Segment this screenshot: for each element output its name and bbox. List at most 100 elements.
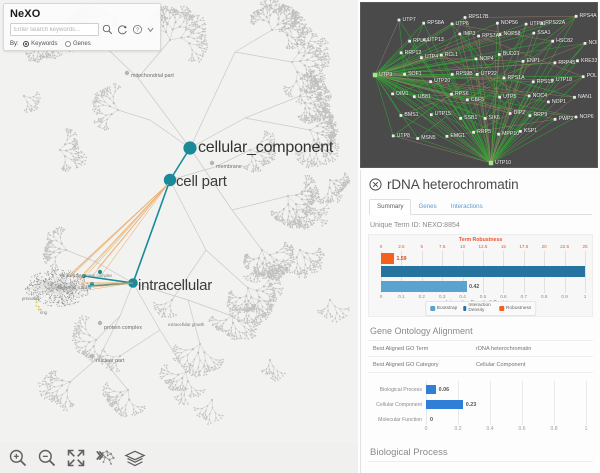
chart2-category-label: Molecular Function (378, 417, 422, 423)
go-row-value: rDNA heterochromatin (476, 345, 532, 352)
fit-selected-network-icon[interactable] (95, 448, 115, 468)
chart1-top-tick: 25 (582, 244, 588, 249)
tab-summary[interactable]: Summary (369, 199, 412, 215)
legend-label-interaction-density: Interaction Density (468, 303, 491, 313)
chart1-top-tick: 5 (420, 244, 424, 249)
legend-label-robustness: Robustness (505, 305, 532, 311)
radio-genes-label: Genes (73, 41, 91, 47)
ontology-tree-canvas[interactable]: cellular_component cell part intracellul… (0, 0, 358, 473)
gridline (522, 381, 523, 425)
chart2-x-tick: 0.8 (550, 426, 558, 432)
chart2-bar (426, 385, 436, 394)
page-title: rDNA heterochromatin (387, 177, 519, 192)
go-alignment-title: Gene Ontology Alignment (370, 326, 473, 336)
search-icon[interactable] (102, 23, 114, 36)
chart1-bottom-tick: 0.4 (459, 294, 466, 299)
chart1-bottom-tick: 0.2 (418, 294, 425, 299)
section-divider (368, 461, 593, 462)
chart2-bar (426, 400, 463, 409)
biological-process-title: Biological Process (370, 447, 448, 458)
chart2-x-tick: 0.4 (486, 426, 494, 432)
radio-genes-dot (64, 41, 71, 47)
chart1-bottom-tick: 0.7 (520, 294, 527, 299)
legend-item-robustness: Robustness (498, 305, 532, 311)
gridline (586, 381, 587, 425)
chart1-bottom-tick: 0.3 (438, 294, 446, 299)
chart2-category-label: Cellular Component (376, 402, 422, 408)
go-category-score-chart: Biological Process Cellular Component Mole… (368, 379, 593, 441)
unique-term-id: Unique Term ID: NEXO:8854 (370, 222, 460, 229)
chart1-bar-value: 0.42 (469, 283, 480, 290)
chart1-bar-interaction-density (381, 266, 585, 277)
search-input[interactable] (10, 23, 99, 36)
search-panel: NeXO ? (3, 3, 161, 51)
chart2-x-tick: 0 (424, 426, 428, 432)
chart1-bar-bootstrap (381, 281, 467, 292)
fit-expand-icon[interactable] (66, 448, 86, 468)
layers-icon[interactable] (124, 448, 146, 468)
chart1-top-tick: 22.5 (560, 244, 570, 249)
zoom-out-icon[interactable] (37, 448, 57, 468)
tab-interactions[interactable]: Interactions (450, 203, 483, 210)
chart1-bar-robustness (381, 253, 394, 264)
go-row-key: Best Aligned GO Term (373, 345, 429, 352)
app-brand-title: NeXO (10, 8, 41, 20)
gridline (585, 251, 586, 293)
chart1-bottom-tick: 0.1 (398, 294, 405, 299)
chart1-bottom-tick: 0.8 (540, 294, 548, 299)
chart1-top-tick: 0 (379, 244, 383, 249)
chart2-x-tick: 0.6 (518, 426, 526, 432)
legend-label-bootstrap: Bootstrap (436, 305, 458, 311)
chart2-category-label: Biological Process (379, 387, 422, 393)
radio-genes[interactable]: Genes (64, 41, 91, 47)
chart1-bottom-tick: 1 (583, 294, 587, 299)
chart2-x-tick: 1 (584, 426, 588, 432)
refresh-icon[interactable] (117, 23, 129, 36)
chart1-bottom-tick: 0.6 (500, 294, 507, 299)
search-row: ? (10, 23, 154, 36)
chart1-top-tick: 17.5 (519, 244, 529, 249)
search-by-label: By: (10, 41, 19, 47)
chart1-top-tick: 15 (500, 244, 506, 249)
go-row-value: Cellular Component (476, 361, 526, 368)
panel-header: rDNA heterochromatin (361, 170, 600, 194)
legend-swatch-bootstrap (429, 305, 435, 311)
radio-keywords-label: Keywords (31, 41, 58, 47)
close-circle-icon[interactable] (369, 178, 382, 191)
robustness-bootstrap-chart: Term Robustness 0 2.5 5 7.5 10 12.5 15 17.5 20 22… (368, 234, 593, 317)
view-toolbar (0, 442, 358, 473)
chart2-bar-value: 0 (430, 416, 433, 423)
table-row: Best Aligned GO Term rDNA heterochromati… (368, 340, 593, 356)
help-icon[interactable]: ? (132, 23, 144, 36)
network-edges (372, 14, 587, 166)
chart1-top-tick: 20 (541, 244, 547, 249)
chart1-bottom-tick: 0.5 (479, 294, 487, 299)
chart2-bar-value: 0.06 (438, 386, 450, 393)
chart1-bar-value: 1.59 (396, 255, 407, 262)
chart1-top-tick: 10 (460, 244, 466, 249)
chart2-bar-value: 0.23 (465, 401, 477, 408)
chart1-bottom-tick: 0 (379, 294, 383, 299)
tree-graph (22, 0, 351, 425)
gridline (554, 381, 555, 425)
go-row-key: Best Aligned GO Category (373, 361, 439, 368)
legend-swatch-interaction-density (463, 305, 467, 311)
radio-keywords[interactable]: Keywords (22, 41, 58, 47)
legend-item-bootstrap: Bootstrap (429, 305, 458, 311)
chart1-top-tick: 12.5 (478, 244, 488, 249)
chart2-x-tick: 0.2 (454, 426, 462, 432)
chevron-down-icon[interactable] (147, 23, 154, 36)
gridline (490, 381, 491, 425)
tab-genes[interactable]: Genes (418, 203, 437, 210)
radio-keywords-dot (22, 41, 29, 47)
gene-interaction-network[interactable]: UTP7 RPS8A UTP6 RPS17B NOP56 UTP21 RPS22A RPS4A… (360, 2, 598, 168)
zoom-in-icon[interactable] (8, 448, 28, 468)
chart1-legend: Bootstrap Interaction Density Robustness (424, 300, 537, 316)
go-alignment-table: Best Aligned GO Term rDNA heterochromati… (368, 340, 593, 373)
chart1-bottom-tick: 0.9 (561, 294, 568, 299)
chart1-title: Term Robustness (458, 237, 503, 243)
chart1-top-tick: 2.5 (398, 244, 405, 249)
table-row: Best Aligned GO Category Cellular Compon… (368, 356, 593, 373)
legend-swatch-robustness (498, 305, 504, 311)
